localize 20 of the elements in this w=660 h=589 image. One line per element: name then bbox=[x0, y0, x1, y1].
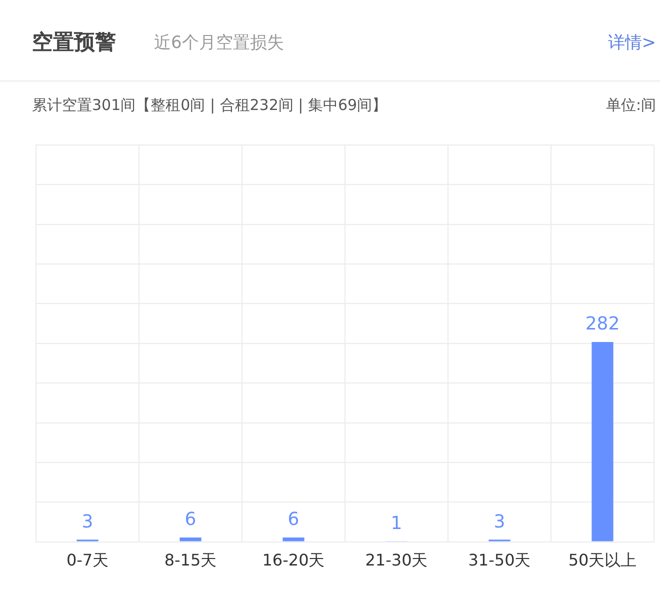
text: 累计空置301间【整租0间 | 合租232间 | 集中69间】 bbox=[32, 96, 388, 115]
x-tick-label: 0-7天 bbox=[66, 550, 109, 570]
bar bbox=[180, 538, 202, 542]
x-tick-label: 21-30天 bbox=[365, 550, 428, 570]
x-tick-label: 16-20天 bbox=[262, 550, 325, 570]
bar bbox=[282, 538, 304, 542]
text: 单位:间 bbox=[606, 96, 656, 115]
text: 详情> bbox=[608, 32, 656, 54]
x-tick-label: 50天以上 bbox=[568, 550, 637, 570]
chart-subtitle: 近6个月空置损失 bbox=[154, 32, 284, 54]
data-label: 6 bbox=[288, 509, 300, 530]
data-label: 1 bbox=[390, 512, 402, 534]
data-label: 3 bbox=[82, 511, 94, 532]
bar bbox=[592, 342, 614, 542]
x-tick-label: 8-15天 bbox=[164, 550, 217, 570]
data-label: 282 bbox=[585, 314, 620, 335]
x-tick-label: 31-50天 bbox=[468, 550, 531, 570]
data-label: 3 bbox=[494, 511, 506, 532]
chart-title: 空置预警 bbox=[32, 29, 116, 56]
data-label: 6 bbox=[184, 509, 196, 530]
